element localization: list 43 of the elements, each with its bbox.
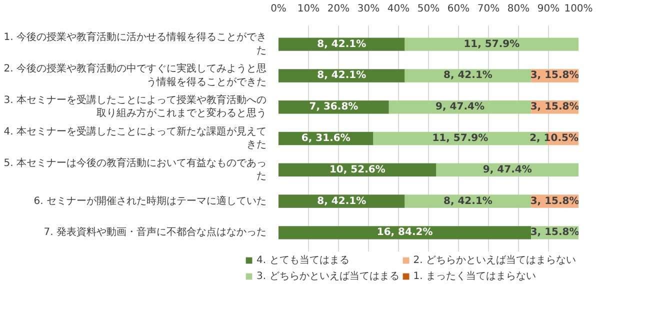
y-tick-label: 4. 本セミナーを受講したことによって新たな課題が見えてきた	[4, 125, 267, 151]
x-tick-label: 60%	[447, 4, 470, 14]
data-label: 11, 57.9%	[464, 38, 520, 50]
legend-label: 4. とても当てはまる	[256, 254, 350, 267]
data-label: 8, 42.1%	[317, 38, 366, 50]
data-label: 2, 10.5%	[530, 133, 579, 144]
y-tick-label: 7. 発表資料や動画・音声に不都合な点はなかった	[44, 226, 267, 238]
x-tick-label: 50%	[417, 4, 440, 14]
y-tick-label: 3. 本セミナーを受講したことによって授業や教育活動への取り組み方がこれまでと変わると思う	[4, 94, 267, 120]
data-label: 16, 84.2%	[376, 227, 433, 238]
bar	[404, 194, 532, 208]
x-tick-label: 20%	[327, 4, 350, 14]
y-tick-label: 1. 今後の授業や教育活動に活かせる情報を得ることができた	[4, 31, 267, 56]
data-label: 9, 47.4%	[482, 164, 532, 176]
data-label: 6, 31.6%	[301, 133, 350, 144]
bar	[278, 194, 405, 208]
x-tick-label: 70%	[477, 4, 500, 14]
data-label: 10, 52.6%	[329, 164, 386, 176]
data-label: 9, 47.4%	[436, 102, 484, 113]
bar	[404, 38, 578, 51]
data-label: 8, 42.1%	[317, 196, 366, 207]
x-tick-label: 90%	[537, 4, 560, 14]
x-tick-label: 40%	[387, 4, 410, 14]
data-label: 11, 57.9%	[432, 133, 488, 144]
y-tick-label: 6. セミナーが開催された時期はテーマに適していた	[34, 194, 267, 207]
x-tick-label: 100%	[564, 4, 593, 14]
x-tick-label: 30%	[357, 4, 380, 14]
data-label: 8, 42.1%	[443, 196, 492, 207]
bar	[278, 69, 405, 82]
y-tick-label: 5. 本セミナーは今後の教育活動において有益なものであった	[4, 156, 267, 182]
legend-label: 2. どちらかといえば当てはまらない	[413, 254, 576, 267]
bar	[404, 69, 532, 82]
bar	[278, 38, 405, 51]
legend-label: 3. どちらかといえば当てはまる	[256, 270, 400, 283]
data-label: 7, 36.8%	[309, 102, 358, 113]
y-tick-label: 2. 今後の授業や教育活動の中ですぐに実践してみようと思う情報を得ることができた	[4, 62, 267, 88]
data-label: 8, 42.1%	[443, 70, 492, 82]
bar	[278, 226, 532, 240]
x-tick-label: 0%	[270, 4, 286, 14]
legend-label: 1. まったく当てはまらない	[413, 270, 536, 283]
x-tick-label: 10%	[297, 4, 320, 14]
data-label: 8, 42.1%	[317, 70, 366, 82]
x-tick-label: 80%	[507, 4, 530, 14]
